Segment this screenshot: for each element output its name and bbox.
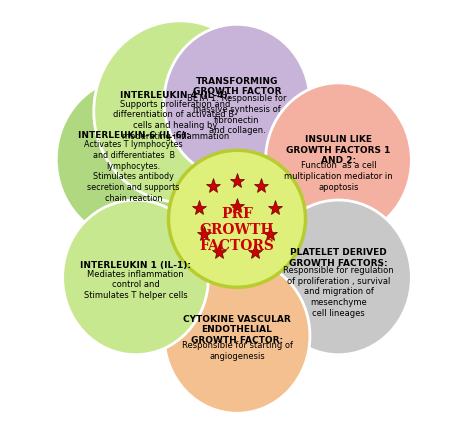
Ellipse shape	[265, 200, 411, 354]
Ellipse shape	[63, 200, 209, 354]
Circle shape	[168, 150, 306, 287]
Text: CYTOKINE VASCULAR
ENDOTHELIAL
GROWTH FACTOR:: CYTOKINE VASCULAR ENDOTHELIAL GROWTH FAC…	[183, 315, 291, 345]
Ellipse shape	[56, 77, 211, 241]
Text: PLATELET DERIVED
GROWTH FACTORS:: PLATELET DERIVED GROWTH FACTORS:	[289, 248, 388, 268]
Text: Responsible for starting of
angiogenesis: Responsible for starting of angiogenesis	[182, 341, 292, 361]
Text: INTERLEUKIN 4 (IL-4):: INTERLEUKIN 4 (IL-4):	[120, 91, 231, 100]
Text: BETA 1: Responsible for
massive synthesis of
fibronectin
and collagen.: BETA 1: Responsible for massive synthesi…	[187, 94, 287, 136]
Ellipse shape	[164, 259, 310, 413]
Ellipse shape	[265, 83, 411, 238]
Ellipse shape	[94, 21, 266, 202]
Text: Function  as a cell
multiplication mediator in
apoptosis: Function as a cell multiplication mediat…	[284, 161, 393, 192]
Text: INTERLEUKIN-6 (IL-6):: INTERLEUKIN-6 (IL-6):	[78, 131, 190, 140]
Text: Supports proliferation and
differentiation of activated B-
cells and healing by
: Supports proliferation and differentiati…	[113, 99, 237, 141]
Text: INTERLEUKIN 1 (IL-1):: INTERLEUKIN 1 (IL-1):	[80, 261, 191, 270]
Ellipse shape	[164, 24, 310, 179]
Text: PRF
GROWTH
FACTORS: PRF GROWTH FACTORS	[200, 207, 274, 253]
Text: Activates T lymphocytes
and differentiates  B
lymphocytes.
Stimulates antibody
s: Activates T lymphocytes and differentiat…	[84, 140, 183, 203]
Text: Responsible for regulation
of proliferation , survival
and migration of
mesenchy: Responsible for regulation of proliferat…	[283, 266, 394, 318]
Text: Mediates inflammation
control and
Stimulates T helper cells: Mediates inflammation control and Stimul…	[84, 270, 187, 300]
Text: TRANSFORMING
GROWTH FACTOR: TRANSFORMING GROWTH FACTOR	[193, 76, 281, 96]
Text: INSULIN LIKE
GROWTH FACTORS 1
AND 2:: INSULIN LIKE GROWTH FACTORS 1 AND 2:	[286, 135, 391, 165]
